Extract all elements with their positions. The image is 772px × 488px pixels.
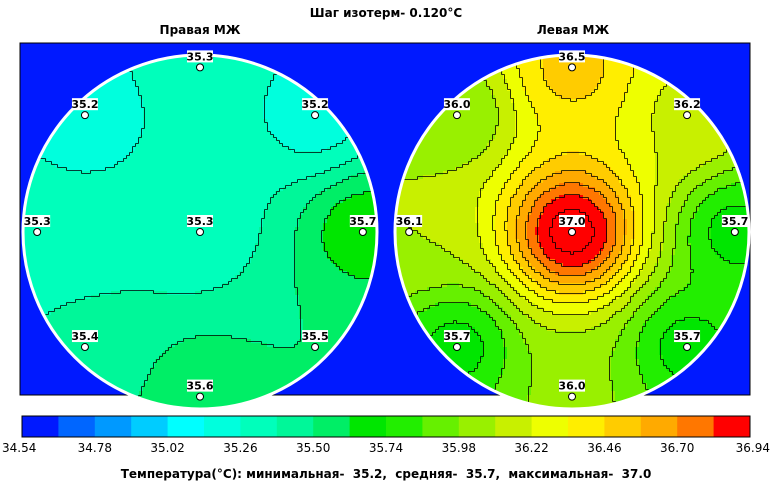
colorbar-tick-label: 34.78 [78, 441, 112, 455]
point-value-label: 35.6 [186, 380, 213, 393]
measurement-point [196, 228, 204, 236]
measurement-point [311, 343, 320, 352]
point-label-bg [24, 215, 51, 227]
left-map-title: Левая МЖ [536, 23, 610, 37]
colorbar-swatch [204, 416, 241, 437]
measurement-point [196, 392, 204, 401]
measurement-point [683, 343, 692, 352]
colorbar-swatch [167, 416, 205, 437]
colorbar-swatch [640, 416, 678, 437]
left-thermal-map: 36.5 36.0 36.2 36.1 37.0 35.7 35.7 35.7 36.0 [393, 50, 751, 411]
colorbar-swatch [531, 416, 569, 437]
colorbar-swatch [677, 416, 715, 437]
colorbar-tick-label: 36.22 [514, 441, 548, 455]
point-label-bg [71, 98, 98, 111]
colorbar-swatch [276, 416, 314, 437]
colorbar-swatch [240, 416, 278, 437]
colorbar-tick-label: 36.70 [660, 441, 694, 455]
colorbar-swatch [349, 416, 387, 437]
point-value-label: 37.0 [558, 215, 585, 228]
point-value-label: 35.7 [349, 215, 376, 228]
colorbar-tick-label: 35.50 [296, 441, 330, 455]
measurement-point [80, 343, 89, 352]
measurement-point [80, 111, 89, 120]
right-thermal-map: 35.3 35.2 35.2 35.3 35.3 35.7 35.4 35.5 35.6 [21, 50, 379, 411]
colorbar-tick-label: 36.94 [736, 441, 770, 455]
point-label-bg [674, 98, 701, 111]
point-label-bg [349, 215, 376, 227]
colorbar-swatch [313, 416, 351, 437]
measurement-point [196, 63, 204, 72]
measurement-point [33, 228, 42, 236]
measurement-point [452, 111, 461, 120]
chart-title: Шаг изотерм- 0.120°C [309, 6, 463, 20]
colorbar-swatch [604, 416, 642, 437]
point-value-label: 36.2 [673, 98, 700, 111]
point-value-label: 36.1 [396, 215, 423, 228]
point-value-label: 36.0 [558, 380, 585, 393]
colorbar-tick-label: 36.46 [587, 441, 621, 455]
point-label-bg [187, 50, 213, 63]
point-value-label: 35.3 [186, 50, 213, 63]
colorbar-tick-label: 35.98 [442, 441, 476, 455]
measurement-point [358, 228, 367, 236]
point-value-label: 35.7 [673, 330, 700, 343]
point-label-bg [187, 379, 213, 392]
colorbar-swatch [131, 416, 169, 437]
colorbar-tick-label: 34.54 [2, 441, 36, 455]
colorbar-swatch [58, 416, 96, 437]
point-label-bg [443, 98, 470, 111]
point-value-label: 35.3 [24, 215, 51, 228]
point-label-bg [559, 50, 585, 63]
colorbar-swatch [386, 416, 423, 437]
point-value-label: 35.7 [721, 215, 748, 228]
point-label-bg [187, 215, 213, 227]
colorbar-frame [21, 415, 751, 438]
right-map-title: Правая МЖ [159, 23, 241, 37]
point-label-bg [721, 215, 748, 227]
point-label-bg [302, 330, 329, 343]
colorbar-tick-label: 35.02 [150, 441, 184, 455]
measurement-point [683, 111, 692, 120]
colorbar-ticks: 34.54 34.78 35.02 35.26 35.50 35.74 35.98 36.22… [2, 441, 770, 455]
point-label-bg [674, 330, 701, 343]
colorbar-swatch [422, 416, 460, 437]
colorbar-swatch [713, 416, 751, 437]
point-label-bg [559, 379, 585, 392]
measurement-point [730, 228, 739, 236]
point-value-label: 35.7 [443, 330, 470, 343]
colorbar-swatch [495, 416, 533, 437]
point-value-label: 36.5 [558, 50, 585, 63]
point-value-label: 35.2 [71, 98, 98, 111]
colorbar-tick-label: 35.26 [223, 441, 257, 455]
measurement-point [405, 228, 414, 236]
colorbar-tick-label: 35.74 [369, 441, 403, 455]
colorbar-swatch [94, 416, 132, 437]
point-label-bg [71, 330, 98, 343]
measurement-point [311, 111, 320, 120]
point-value-label: 36.0 [443, 98, 470, 111]
measurement-point [568, 392, 576, 401]
point-value-label: 35.4 [71, 330, 98, 343]
colorbar [21, 415, 751, 438]
point-label-bg [443, 330, 470, 343]
measurement-point [568, 63, 576, 72]
measurement-point [568, 228, 576, 236]
colorbar-swatch [22, 416, 59, 437]
point-label-bg [302, 98, 329, 111]
point-value-label: 35.5 [301, 330, 328, 343]
colorbar-swatch [458, 416, 496, 437]
measurement-point [452, 343, 461, 352]
point-label-bg [396, 215, 423, 227]
temperature-summary: Температура(°C): минимальная- 35.2, сред… [120, 467, 652, 481]
colorbar-swatch [568, 416, 605, 437]
isotherm-lines [39, 71, 373, 399]
point-label-bg [559, 215, 585, 227]
point-value-label: 35.2 [301, 98, 328, 111]
point-value-label: 35.3 [186, 215, 213, 228]
